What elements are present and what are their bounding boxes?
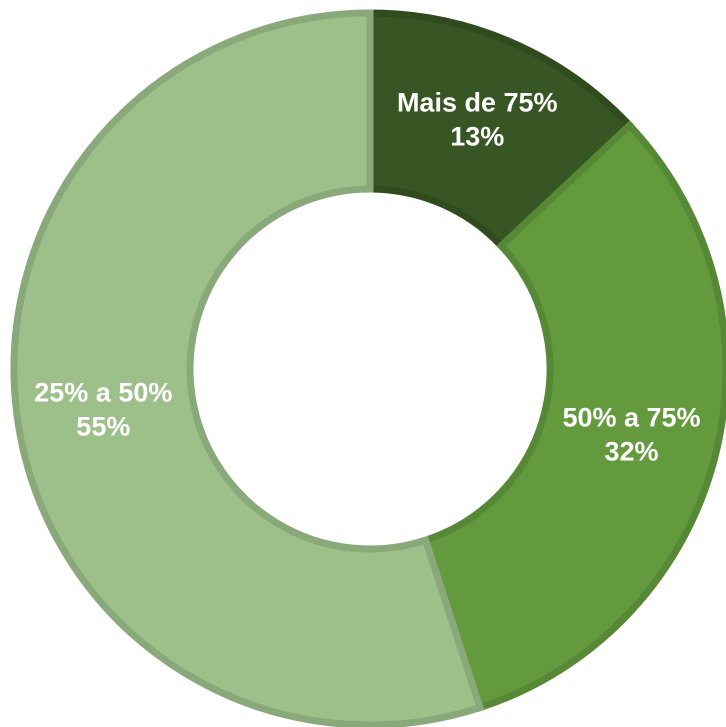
slice-value-label: 13% (450, 121, 504, 151)
slice-value-label: 55% (76, 411, 130, 441)
slice-label: 50% a 75% (562, 402, 700, 432)
donut-slice (421, 120, 726, 712)
donut-slice (10, 9, 485, 727)
slice-value-label: 32% (604, 436, 658, 466)
donut-slice (366, 9, 635, 251)
slice-label: Mais de 75% (397, 87, 558, 117)
slice-label: 25% a 50% (34, 377, 172, 407)
